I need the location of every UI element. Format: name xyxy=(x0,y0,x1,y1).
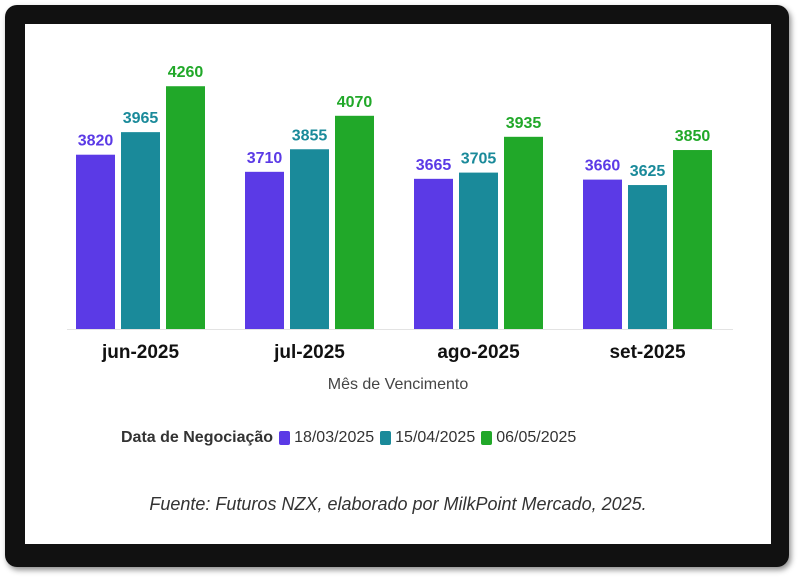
data-label: 3965 xyxy=(123,110,159,127)
bar-jun-2025-15/04/2025 xyxy=(121,132,160,329)
data-label: 3625 xyxy=(630,163,666,180)
image-frame: 3820 3965 4260 jun-2025 3710 3855 4070 jul-2025… xyxy=(5,5,789,567)
bar-jun-2025-18/03/2025 xyxy=(76,154,115,329)
bar-set-2025-06/05/2025 xyxy=(673,150,712,329)
legend-item-series-2: 15/04/2025 xyxy=(380,429,475,447)
bar-ago-2025-15/04/2025 xyxy=(459,172,498,329)
x-tick-label: jun-2025 xyxy=(101,342,180,363)
x-tick-label: jul-2025 xyxy=(273,342,345,363)
legend-item-series-1: 18/03/2025 xyxy=(279,429,374,447)
data-label: 3665 xyxy=(416,157,452,174)
legend-label: 18/03/2025 xyxy=(294,429,375,446)
bar-jul-2025-15/04/2025 xyxy=(290,149,329,329)
data-label: 4260 xyxy=(168,64,204,81)
bar-chart: 3820 3965 4260 jun-2025 3710 3855 4070 jul-2025… xyxy=(67,64,733,363)
legend-title: Data de Negociação xyxy=(121,429,274,446)
data-label: 3660 xyxy=(585,158,621,175)
x-axis-title: Mês de Vencimento xyxy=(327,376,469,393)
data-label: 3935 xyxy=(506,115,542,132)
data-label: 3710 xyxy=(247,150,283,167)
data-label: 3705 xyxy=(461,151,497,168)
bar-set-2025-15/04/2025 xyxy=(628,185,667,329)
x-tick-label: ago-2025 xyxy=(437,342,520,363)
data-label: 3855 xyxy=(292,127,328,144)
bar-jun-2025-06/05/2025 xyxy=(166,86,205,329)
source-note: Fuente: Futuros NZX, elaborado por MilkP… xyxy=(149,494,647,514)
bar-ago-2025-18/03/2025 xyxy=(414,178,453,329)
legend-item-series-3: 06/05/2025 xyxy=(481,429,576,447)
legend-swatch xyxy=(481,431,493,445)
legend-label: 15/04/2025 xyxy=(395,429,476,446)
data-label: 3850 xyxy=(675,128,711,145)
x-tick-label: set-2025 xyxy=(609,342,685,363)
bar-jul-2025-06/05/2025 xyxy=(335,115,374,329)
bar-ago-2025-06/05/2025 xyxy=(504,136,543,329)
legend: Data de Negociação 18/03/2025 15/04/2025… xyxy=(121,429,582,447)
legend-swatch xyxy=(279,431,291,445)
legend-swatch xyxy=(380,431,392,445)
bar-set-2025-18/03/2025 xyxy=(583,179,622,329)
legend-label: 06/05/2025 xyxy=(496,429,577,446)
bar-jul-2025-18/03/2025 xyxy=(245,171,284,329)
data-label: 4070 xyxy=(337,94,373,111)
data-label: 3820 xyxy=(78,133,114,150)
chart-card: 3820 3965 4260 jun-2025 3710 3855 4070 jul-2025… xyxy=(25,24,771,544)
